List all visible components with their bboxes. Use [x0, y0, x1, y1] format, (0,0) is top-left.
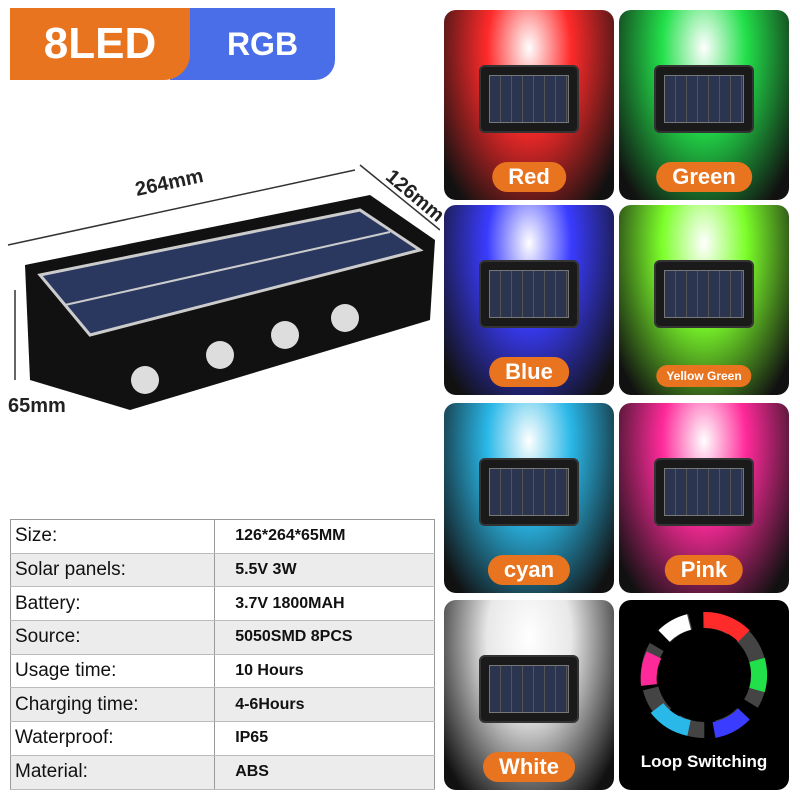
- spec-row: Material: ABS: [10, 755, 435, 790]
- spec-label: Charging time:: [10, 687, 215, 723]
- lamp-icon: [479, 655, 579, 723]
- loop-arrows-icon: [640, 612, 768, 738]
- spec-value: 4-6Hours: [214, 687, 435, 723]
- color-tile-pink: Pink: [619, 403, 789, 593]
- spec-label: Solar panels:: [10, 553, 215, 588]
- color-label: Blue: [489, 357, 569, 387]
- color-tile-red: Red: [444, 10, 614, 200]
- spec-value: 3.7V 1800MAH: [214, 586, 435, 622]
- height-label: 65mm: [8, 395, 66, 417]
- rgb-label: RGB: [170, 8, 335, 80]
- spec-row: Charging time: 4-6Hours: [10, 687, 435, 723]
- spec-row: Solar panels: 5.5V 3W: [10, 553, 435, 588]
- loop-switching-tile: Loop Switching: [619, 600, 789, 790]
- spec-label: Battery:: [10, 586, 215, 622]
- spec-value: IP65: [214, 721, 435, 756]
- led-badge: 8LED RGB: [10, 8, 335, 80]
- color-tile-white: White: [444, 600, 614, 790]
- lamp-icon: [654, 260, 754, 328]
- spec-table: Size: 126*264*65MM Solar panels: 5.5V 3W Bat…: [10, 519, 435, 790]
- spec-label: Size:: [10, 519, 215, 554]
- spec-row: Waterproof: IP65: [10, 721, 435, 756]
- color-label: White: [483, 752, 575, 782]
- lamp-icon: [654, 458, 754, 526]
- spec-row: Battery: 3.7V 1800MAH: [10, 586, 435, 622]
- spec-row: Size: 126*264*65MM: [10, 519, 435, 554]
- spec-value: 10 Hours: [214, 654, 435, 689]
- color-tile-yellow-green: Yellow Green: [619, 205, 789, 395]
- spec-value: 5.5V 3W: [214, 553, 435, 588]
- spec-label: Usage time:: [10, 654, 215, 689]
- color-tile-green: Green: [619, 10, 789, 200]
- spec-row: Source: 5050SMD 8PCS: [10, 620, 435, 655]
- color-label: Yellow Green: [656, 365, 752, 387]
- lamp-icon: [654, 65, 754, 133]
- spec-value: 126*264*65MM: [214, 519, 435, 554]
- solar-lamp-image: [7, 164, 440, 410]
- color-label: cyan: [487, 555, 571, 585]
- spec-row: Usage time: 10 Hours: [10, 654, 435, 689]
- color-tile-cyan: cyan: [444, 403, 614, 593]
- spec-label: Waterproof:: [10, 721, 215, 756]
- spec-label: Source:: [10, 620, 215, 655]
- color-label: Green: [656, 162, 752, 192]
- lamp-icon: [479, 260, 579, 328]
- led-count: 8LED: [10, 8, 190, 80]
- spec-value: 5050SMD 8PCS: [214, 620, 435, 655]
- lamp-icon: [479, 458, 579, 526]
- color-label: Red: [492, 162, 566, 192]
- color-label: Pink: [664, 555, 744, 585]
- spec-value: ABS: [214, 755, 435, 790]
- loop-label: Loop Switching: [640, 752, 768, 771]
- color-tile-blue: Blue: [444, 205, 614, 395]
- spec-label: Material:: [10, 755, 215, 790]
- lamp-icon: [479, 65, 579, 133]
